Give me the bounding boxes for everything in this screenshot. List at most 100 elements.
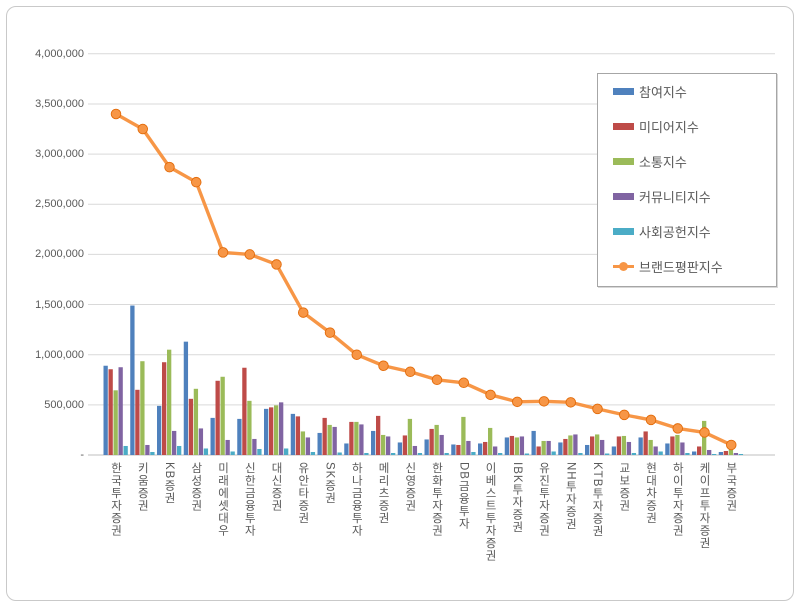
bar-소통지수-대신증권 <box>274 405 279 455</box>
bar-미디어지수-SK증권 <box>322 417 327 455</box>
bar-사회공헌지수-현대차증권 <box>658 451 663 455</box>
legend-item-소통지수: 소통지수 <box>598 144 776 179</box>
bar-커뮤니티지수-케이프투자증권 <box>707 449 712 455</box>
marker-브랜드평판지수-키움증권 <box>137 123 148 135</box>
bar-참여지수-하나금융투자 <box>344 443 349 455</box>
bar-소통지수-KTB투자증권 <box>595 434 600 455</box>
bar-참여지수-미래에셋대우 <box>210 417 215 455</box>
legend-item-커뮤니티지수: 커뮤니티지수 <box>598 179 776 214</box>
bar-미디어지수-키움증권 <box>135 389 140 455</box>
bar-미디어지수-KB증권 <box>162 362 167 455</box>
bar-사회공헌지수-케이프투자증권 <box>712 453 717 455</box>
bar-미디어지수-삼성증권 <box>188 398 194 455</box>
bar-커뮤니티지수-키움증권 <box>145 444 150 455</box>
marker-브랜드평판지수-케이프투자증권 <box>699 427 710 438</box>
bar-미디어지수-한화투자증권 <box>429 428 434 455</box>
bar-소통지수-SK증권 <box>327 424 332 455</box>
bar-참여지수-한화투자증권 <box>424 439 429 455</box>
legend-bar-swatch-icon <box>613 123 634 130</box>
bar-커뮤니티지수-신한금융투자 <box>252 438 257 455</box>
bar-미디어지수-DB금융투자 <box>456 444 461 455</box>
bar-사회공헌지수-DB금융투자 <box>471 451 476 455</box>
legend-item-사회공헌지수: 사회공헌지수 <box>598 214 776 249</box>
y-tick-label: 500,000 <box>44 398 84 411</box>
legend-line-marker-icon <box>613 262 634 271</box>
bar-사회공헌지수-KB증권 <box>177 445 182 455</box>
bar-사회공헌지수-신영증권 <box>417 452 423 455</box>
marker-브랜드평판지수-메리츠증권 <box>378 360 389 371</box>
bar-커뮤니티지수-NH투자증권 <box>573 434 578 455</box>
bar-참여지수-하이투자증권 <box>665 443 670 455</box>
x-category-label-메리츠증권: 메리츠증권 <box>377 462 389 525</box>
legend-item-참여지수: 참여지수 <box>598 74 776 109</box>
bar-커뮤니티지수-삼성증권 <box>198 428 204 455</box>
bar-미디어지수-하이투자증권 <box>670 436 675 455</box>
legend-label: 사회공헌지수 <box>639 225 711 240</box>
bar-소통지수-신영증권 <box>407 418 413 455</box>
x-category-label-하나금융투자: 하나금융투자 <box>350 462 363 537</box>
bar-소통지수-케이프투자증권 <box>702 420 707 455</box>
marker-브랜드평판지수-현대차증권 <box>645 414 657 426</box>
legend-label: 소통지수 <box>639 155 687 170</box>
bar-참여지수-KB증권 <box>157 405 162 455</box>
x-category-label-IBK투자증권: IBK투자증권 <box>510 462 523 534</box>
x-category-label-하이투자증권: 하이투자증권 <box>671 462 684 537</box>
bar-미디어지수-NH투자증권 <box>563 438 568 455</box>
x-category-label-키움증권: 키움증권 <box>136 462 149 512</box>
marker-브랜드평판지수-교보증권 <box>619 409 630 421</box>
bar-사회공헌지수-IBK투자증권 <box>524 453 530 455</box>
bar-커뮤니티지수-한화투자증권 <box>439 434 444 455</box>
bar-소통지수-유진투자증권 <box>541 440 546 455</box>
bar-참여지수-NH투자증권 <box>558 442 563 455</box>
bar-미디어지수-KTB투자증권 <box>590 436 595 455</box>
bar-소통지수-메리츠증권 <box>381 434 386 455</box>
bar-사회공헌지수-키움증권 <box>150 451 155 455</box>
x-category-label-DB금융투자: DB금융투자 <box>457 462 470 530</box>
bar-참여지수-메리츠증권 <box>371 430 376 455</box>
bar-커뮤니티지수-SK증권 <box>332 426 337 455</box>
marker-브랜드평판지수-KTB투자증권 <box>592 403 603 415</box>
bar-소통지수-한화투자증권 <box>434 424 439 455</box>
bar-미디어지수-이베스트투자증권 <box>483 441 488 455</box>
bar-사회공헌지수-부국증권 <box>738 453 744 455</box>
bar-미디어지수-케이프투자증권 <box>697 446 702 455</box>
bar-참여지수-부국증권 <box>718 451 724 455</box>
y-tick-label: 1,000,000 <box>35 348 84 361</box>
bar-소통지수-한국투자증권 <box>113 390 118 455</box>
marker-브랜드평판지수-하나금융투자 <box>351 349 363 360</box>
bar-사회공헌지수-교보증권 <box>631 452 637 455</box>
bar-소통지수-삼성증권 <box>193 388 199 455</box>
x-category-label-KTB투자증권: KTB투자증권 <box>591 462 603 538</box>
bar-미디어지수-미래에셋대우 <box>215 380 220 455</box>
x-category-label-신한금융투자: 신한금융투자 <box>243 462 256 537</box>
y-tick-label: 4,000,000 <box>35 47 84 60</box>
bar-사회공헌지수-한화투자증권 <box>444 452 449 455</box>
x-category-label-SK증권: SK증권 <box>323 462 336 505</box>
bar-미디어지수-부국증권 <box>723 450 729 455</box>
bar-사회공헌지수-SK증권 <box>337 452 342 455</box>
bar-미디어지수-현대차증권 <box>643 431 648 455</box>
x-category-label-삼성증권: 삼성증권 <box>189 462 202 512</box>
x-category-label-NH투자증권: NH투자증권 <box>564 462 577 531</box>
y-tick-label: - <box>80 449 84 461</box>
bar-커뮤니티지수-현대차증권 <box>653 446 658 455</box>
bar-사회공헌지수-하이투자증권 <box>685 452 690 455</box>
bar-참여지수-삼성증권 <box>183 341 189 455</box>
x-category-label-유진투자증권: 유진투자증권 <box>537 462 550 537</box>
bar-참여지수-IBK투자증권 <box>504 437 510 455</box>
bar-사회공헌지수-하나금융투자 <box>364 452 369 455</box>
bar-소통지수-IBK투자증권 <box>514 437 520 455</box>
bar-미디어지수-교보증권 <box>616 436 622 455</box>
marker-브랜드평판지수-DB금융투자 <box>458 377 470 389</box>
marker-브랜드평판지수-한국투자증권 <box>110 108 122 120</box>
bar-참여지수-DB금융투자 <box>451 444 456 455</box>
bar-커뮤니티지수-IBK투자증권 <box>519 436 525 455</box>
bar-소통지수-미래에셋대우 <box>220 376 225 455</box>
bar-참여지수-케이프투자증권 <box>692 451 697 455</box>
bar-사회공헌지수-유안타증권 <box>310 451 316 455</box>
bar-커뮤니티지수-DB금융투자 <box>466 440 471 455</box>
bar-커뮤니티지수-KTB투자증권 <box>600 439 605 455</box>
marker-브랜드평판지수-신한금융투자 <box>244 249 255 260</box>
bar-미디어지수-IBK투자증권 <box>509 435 515 455</box>
